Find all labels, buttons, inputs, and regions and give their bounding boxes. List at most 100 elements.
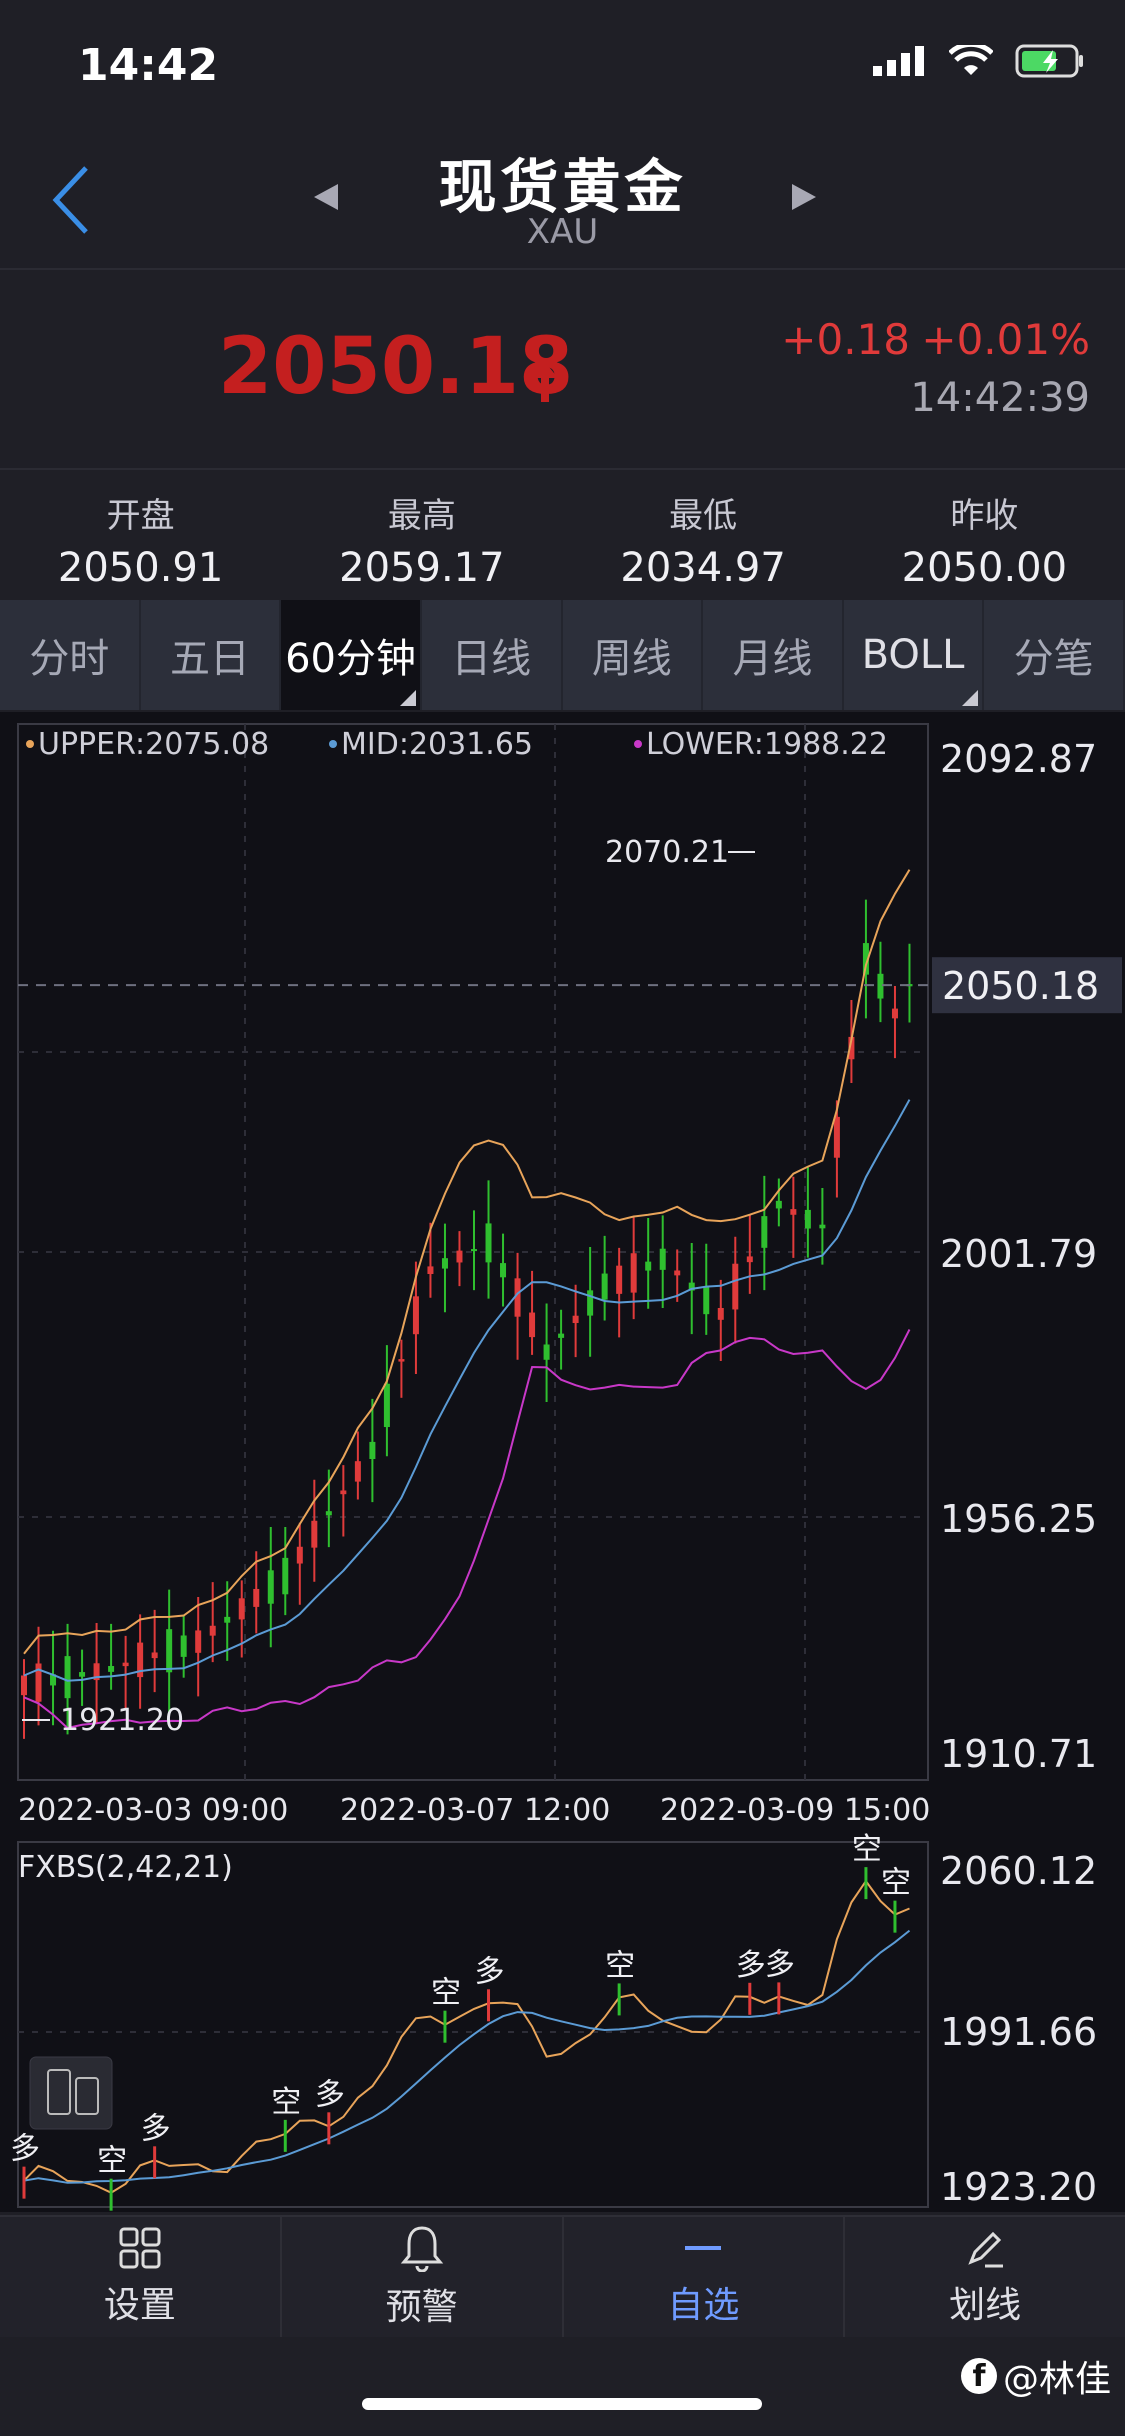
candle-body [746,1256,753,1263]
signal-label: 空 [605,1948,635,1983]
tab-monthly[interactable]: 月线 [703,600,844,710]
tab-boll[interactable]: BOLL [844,600,985,710]
candle-body [616,1265,623,1294]
tab-daily[interactable]: 日线 [422,600,563,710]
candle-body [398,1359,405,1362]
candle-body [775,1200,782,1209]
signal-label: 多 [736,1948,766,1983]
candle-body [485,1223,492,1263]
candle-body [732,1263,739,1310]
signal-icon [873,46,924,76]
signal-label: 多 [10,2132,40,2167]
bottom-label: 预警 [385,2287,458,2328]
dropdown-corner-icon [399,690,416,706]
panel-toggle-icon-glyph [47,2069,71,2115]
candle-body [325,1511,332,1516]
candle-body [587,1290,594,1316]
back-icon[interactable] [46,160,94,240]
stat-value: 2050.00 [901,545,1068,591]
candle-body [441,1258,448,1269]
chart-area[interactable]: UPPER:2075.08 MID:2031.65 LOWER:1988.22 205… [0,712,1125,2212]
candle-body [180,1635,187,1657]
legend-mid-dot [329,740,337,748]
signal-label: 空 [881,1866,911,1901]
facebook-icon: f [960,2358,997,2394]
alert-button[interactable]: 预警 [282,2217,564,2337]
watchlist-button[interactable]: 自选 [564,2217,846,2337]
y-tick: 2092.87 [940,737,1097,781]
x-tick: 2022-03-07 12:00 [340,1793,610,1828]
candle-body [833,1116,840,1158]
candle-body [645,1261,652,1271]
signal-label: 空 [271,2085,301,2120]
stats-row: 开盘 2050.91 最高 2059.17 最低 2034.97 昨收 2050.00 [0,470,1125,600]
candle-body [659,1248,666,1270]
y-tick: 1910.71 [940,1732,1097,1776]
legend-upper: UPPER:2075.08 [38,727,269,762]
candle-body [50,1674,57,1686]
stat-label: 昨收 [950,496,1019,536]
wifi-icon [949,45,993,75]
kline-chart[interactable]: UPPER:2075.08 MID:2031.65 LOWER:1988.22 205… [0,712,1125,2212]
tab-60min[interactable]: 60分钟 [281,600,422,710]
stat-value: 2034.97 [620,545,786,591]
candle-body [891,1008,898,1019]
tab-ticks[interactable]: 分笔 [984,600,1125,710]
fxbs-fast-line [23,1879,910,2194]
candle-body [543,1344,550,1360]
candle-body [369,1441,376,1460]
candle-body [572,1315,579,1324]
prev-instrument-icon[interactable] [310,182,340,212]
high-annotation: 2070.21 [605,835,729,870]
stat-high: 最高 2059.17 [281,470,562,600]
bottom-toolbar: 设置 预警 自选 划线 [0,2215,1125,2337]
price-change: +0.18 [781,315,910,364]
candle-body [804,1209,811,1229]
candle-body [514,1278,521,1317]
candle-body [224,1616,231,1623]
sub-indicator-title: FXBS(2,42,21) [18,1850,233,1885]
candle-body [267,1570,274,1604]
tab-weekly[interactable]: 周线 [563,600,704,710]
stat-open: 开盘 2050.91 [0,470,281,600]
y-tick: 1956.25 [940,1497,1097,1541]
pen-icon [968,2231,1004,2268]
next-instrument-icon[interactable] [790,182,820,212]
candle-body [93,1663,100,1681]
candle-body [108,1666,115,1672]
candle-body [311,1520,318,1548]
candle-body [848,1036,855,1060]
candle-body [862,943,869,975]
candle-body [471,1249,477,1252]
draw-line-button[interactable]: 划线 [845,2217,1125,2337]
stat-label: 开盘 [106,496,175,536]
candle-body [166,1629,173,1673]
candle-body [790,1209,797,1215]
current-price-tag [932,957,1122,1014]
candle-body [558,1333,565,1338]
candle-body [79,1672,86,1677]
legend-upper-dot [26,740,34,748]
tab-five-day[interactable]: 五日 [141,600,282,710]
legend-lower-dot [634,740,642,748]
signal-label: 空 [431,1976,461,2011]
boll-upper-line [23,869,911,1655]
candle-body [137,1642,144,1678]
candle-body [529,1312,536,1338]
bottom-label: 自选 [667,2285,740,2326]
candle-body [151,1652,158,1659]
candle-body [703,1286,710,1315]
up-arrow-icon [532,362,558,402]
candle-body [296,1546,303,1564]
minus-icon [685,2246,722,2250]
settings-button[interactable]: 设置 [0,2217,282,2337]
x-tick: 2022-03-03 09:00 [18,1793,288,1828]
dropdown-corner-icon [962,690,979,706]
candle-body [354,1461,361,1482]
watermark: f @林佳 [960,2350,1111,2402]
candle-body [688,1282,695,1291]
bottom-label: 设置 [103,2285,176,2326]
low-annotation: 1921.20 [60,1703,184,1738]
tab-intraday[interactable]: 分时 [0,600,141,710]
page-subtitle: XAU [526,212,599,252]
